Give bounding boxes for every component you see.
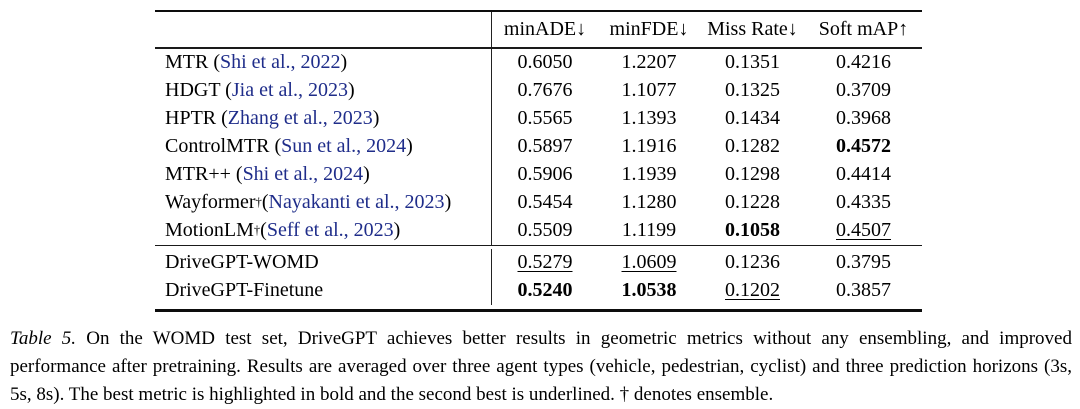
column-header: Soft mAP↑ [818,18,909,41]
metric-value: 0.4216 [836,51,891,74]
metric-value: 0.4335 [836,191,891,214]
method-cell: DriveGPT-Finetune [155,276,492,305]
metric-value: 1.2207 [621,51,677,74]
table-row: MotionLM † (Seff et al., 2023) 0.5509 1.119… [155,216,922,245]
method-name: ) [406,135,413,158]
metric-value: 0.4507 [836,219,891,242]
column-header: minFDE↓ [609,18,689,41]
metric-value: 0.5509 [517,219,573,242]
method-name: ( [261,191,269,214]
metric-value: 0.3795 [836,251,891,274]
caption-label: Table 5. [10,328,76,349]
metric-value: 0.1351 [725,51,780,74]
table-row: MTR (Shi et al., 2022) 0.6050 1.2207 0.1351… [155,48,922,77]
metric-value: 0.4414 [836,163,891,186]
method-cell: ControlMTR (Sun et al., 2024) [155,132,492,161]
method-name: ) [347,79,355,102]
table-section-drivegpt: DriveGPT-WOMD 0.5279 1.0609 0.1236 0.3795 Dri… [155,246,922,309]
table-caption: Table 5. On the WOMD test set, DriveGPT … [10,325,1072,409]
metric-value: 0.3968 [836,107,891,130]
results-table: minADE↓ minFDE↓ Miss Rate↓ Soft mAP↑ MTR (S… [155,10,922,312]
metric-value: 0.4572 [836,135,891,158]
citation-link[interactable]: Shi et al., 2024 [242,163,364,186]
method-name: MTR++ ( [165,163,243,186]
caption-text: On the WOMD test set, DriveGPT achieves … [10,328,1072,405]
metric-value: 0.1298 [725,163,780,186]
metric-value: 0.5454 [517,191,573,214]
metric-value: 0.3709 [836,79,891,102]
table-row: DriveGPT-Finetune 0.5240 1.0538 0.1202 0.385… [155,276,922,305]
header-separator-rule [155,47,922,49]
method-name: ) [340,51,348,74]
column-header: Miss Rate↓ [707,18,798,41]
citation-link[interactable]: Seff et al., 2023 [266,219,394,242]
metric-value: 1.1393 [621,107,677,130]
method-cell: HDGT (Jia et al., 2023) [155,76,492,105]
metric-value: 0.5240 [517,279,573,302]
metric-value: 1.1199 [621,219,677,242]
column-header: minADE↓ [503,18,587,41]
metric-value: 0.5565 [517,107,573,130]
table-section-baselines: MTR (Shi et al., 2022) 0.6050 1.2207 0.1351… [155,48,922,245]
metric-value: 1.1916 [621,135,677,158]
metric-value: 0.5279 [517,251,573,274]
table-row: HDGT (Jia et al., 2023) 0.7676 1.1077 0.132… [155,76,922,105]
table-top-rule [155,10,922,13]
metric-value: 1.1939 [621,163,677,186]
method-name: ) [363,163,370,186]
method-cell: MTR (Shi et al., 2022) [155,48,492,77]
metric-value: 0.3857 [836,279,891,302]
metric-value: 0.1202 [725,279,780,302]
table-header-row: minADE↓ minFDE↓ Miss Rate↓ Soft mAP↑ [155,12,922,48]
metric-value: 0.5906 [517,163,573,186]
method-name: MotionLM [165,219,254,242]
section-separator-rule [155,244,922,246]
method-name: DriveGPT-Finetune [165,279,324,302]
metric-value: 0.1228 [725,191,780,214]
metric-value: 0.6050 [517,51,573,74]
citation-link[interactable]: Zhang et al., 2023 [227,107,373,130]
metric-value: 1.1077 [621,79,677,102]
citation-link[interactable]: Nayakanti et al., 2023 [268,191,445,214]
method-cell: MTR++ (Shi et al., 2024) [155,160,492,189]
method-name: ( [260,219,267,242]
metric-value: 0.5897 [517,135,573,158]
table-row: ControlMTR (Sun et al., 2024) 0.5897 1.191… [155,132,922,161]
citation-link[interactable]: Jia et al., 2023 [231,79,348,102]
metric-value: 0.1058 [725,219,780,242]
header-method-cell [155,12,492,48]
metric-value: 0.1236 [725,251,780,274]
method-name: ) [444,191,452,214]
method-name: ) [393,219,401,242]
method-name: HDGT ( [165,79,232,102]
method-name: MTR ( [165,51,220,74]
metric-value: 0.1282 [725,135,780,158]
method-cell: DriveGPT-WOMD [155,248,492,277]
table-row: DriveGPT-WOMD 0.5279 1.0609 0.1236 0.3795 [155,248,922,277]
metric-value: 0.1434 [725,107,780,130]
method-cell: Wayformer † (Nayakanti et al., 2023) [155,188,492,217]
table-row: MTR++ (Shi et al., 2024) 0.5906 1.1939 0.12… [155,160,922,189]
metric-value: 1.0609 [621,251,677,274]
metric-value: 1.1280 [621,191,677,214]
method-name: DriveGPT-WOMD [165,251,319,274]
metric-value: 0.7676 [517,79,573,102]
method-name: ControlMTR ( [165,135,282,158]
metric-value: 0.1325 [725,79,780,102]
citation-link[interactable]: Sun et al., 2024 [281,135,407,158]
method-name: ) [372,107,380,130]
method-cell: MotionLM † (Seff et al., 2023) [155,216,492,245]
citation-link[interactable]: Shi et al., 2022 [220,51,341,74]
table-row: HPTR (Zhang et al., 2023) 0.5565 1.1393 0.1… [155,104,922,133]
method-name: Wayformer [165,191,256,214]
method-cell: HPTR (Zhang et al., 2023) [155,104,492,133]
table-bottom-rule [155,308,922,312]
metric-value: 1.0538 [621,279,677,302]
method-name: HPTR ( [165,107,228,130]
table-row: Wayformer † (Nayakanti et al., 2023) 0.545… [155,188,922,217]
